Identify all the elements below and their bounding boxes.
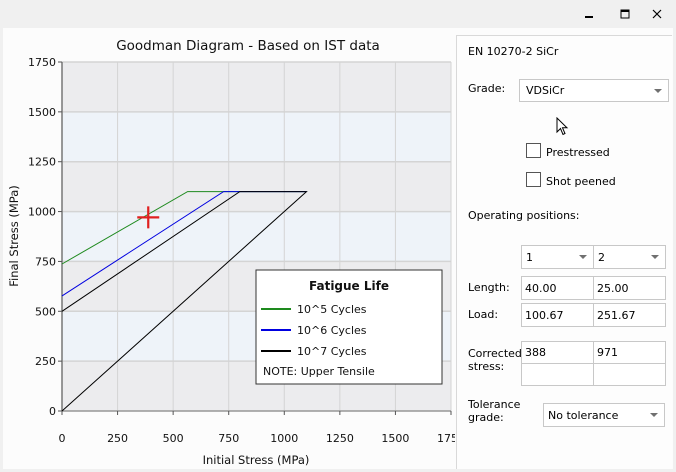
prestressed-checkbox[interactable] [526, 143, 541, 158]
y-tick-label: 250 [35, 355, 56, 368]
x-axis-label: Initial Stress (MPa) [203, 453, 310, 467]
load-label: Load: [468, 308, 499, 321]
x-tick-label: 1750 [437, 432, 455, 445]
y-tick-label: 1500 [28, 106, 56, 119]
position-2-dropdown[interactable]: 2 [593, 245, 666, 269]
corrected-stress-2: 971 [593, 341, 666, 364]
operating-positions-label: Operating positions: [468, 209, 580, 222]
plot-band [62, 161, 451, 212]
load-1-input[interactable]: 100.67 [521, 303, 594, 327]
tolerance-value: No tolerance [548, 408, 619, 422]
plot-band [62, 62, 451, 112]
shot-peened-checkbox[interactable] [526, 172, 541, 187]
x-tick-label: 0 [59, 432, 66, 445]
grade-dropdown[interactable]: VDSiCr [519, 79, 669, 102]
legend-title: Fatigue Life [309, 279, 389, 293]
main-content: 0 250 500 750 1000 1250 1500 1750 0 250 500 750 1000… [3, 28, 673, 469]
x-tick-label: 1000 [270, 432, 298, 445]
corrected-stress-2-row2 [593, 363, 666, 386]
legend-entry: 10^7 Cycles [297, 345, 367, 358]
x-tick-label: 500 [163, 432, 184, 445]
corrected-stress-label-line2: stress: [468, 360, 505, 373]
material-label: EN 10270-2 SiCr [468, 45, 559, 58]
legend-entry: 10^5 Cycles [297, 303, 367, 316]
x-tick-label: 1500 [381, 432, 409, 445]
y-tick-label: 0 [49, 405, 56, 418]
legend-entry: 10^6 Cycles [297, 324, 367, 337]
x-tick-label: 250 [107, 432, 128, 445]
close-button[interactable] [640, 0, 674, 28]
y-axis-label: Final Stress (MPa) [7, 185, 21, 287]
close-icon [652, 9, 662, 19]
minimize-icon [585, 16, 593, 18]
chevron-down-icon [579, 255, 587, 259]
corrected-stress-1-row2 [521, 363, 594, 386]
position-2-value: 2 [598, 250, 605, 264]
length-1-input[interactable]: 40.00 [521, 276, 594, 300]
y-tick-label: 500 [35, 305, 56, 318]
settings-panel: EN 10270-2 SiCr Grade: VDSiCr Prestresse… [456, 35, 672, 469]
x-tick-label: 1250 [326, 432, 354, 445]
title-bar [0, 0, 676, 28]
chart-canvas: 0 250 500 750 1000 1250 1500 1750 0 250 500 750 1000… [7, 38, 465, 467]
y-tick-label: 1250 [28, 156, 56, 169]
grade-label: Grade: [468, 82, 506, 95]
legend-note: NOTE: Upper Tensile [263, 365, 375, 378]
length-label: Length: [468, 281, 510, 294]
corrected-stress-1: 388 [521, 341, 594, 364]
tolerance-label-line2: grade: [468, 411, 504, 424]
tolerance-label-line1: Tolerance [468, 398, 521, 411]
load-2-input[interactable]: 251.67 [593, 303, 666, 327]
chevron-down-icon [651, 255, 659, 259]
position-1-dropdown[interactable]: 1 [521, 245, 594, 269]
maximize-button[interactable] [608, 0, 642, 28]
tolerance-grade-dropdown[interactable]: No tolerance [543, 403, 665, 427]
minimize-button[interactable] [572, 0, 606, 28]
chevron-down-icon [650, 413, 658, 417]
shot-peened-label: Shot peened [546, 175, 616, 188]
position-1-value: 1 [526, 250, 533, 264]
chevron-down-icon [654, 89, 662, 93]
prestressed-label: Prestressed [546, 146, 610, 159]
chart-title: Goodman Diagram - Based on IST data [116, 38, 380, 54]
legend-box [255, 269, 443, 385]
y-tick-label: 1000 [28, 206, 56, 219]
y-tick-label: 1750 [28, 56, 56, 69]
grade-value: VDSiCr [526, 84, 565, 97]
maximize-icon [620, 9, 630, 19]
goodman-chart: 0 250 500 750 1000 1250 1500 1750 0 250 500 750 1000… [3, 28, 465, 469]
corrected-stress-label-line1: Corrected [468, 347, 522, 360]
x-tick-label: 750 [218, 432, 239, 445]
plot-band [62, 111, 451, 162]
length-2-input[interactable]: 25.00 [593, 276, 666, 300]
y-tick-label: 750 [35, 255, 56, 268]
mouse-cursor-icon [556, 117, 569, 136]
series-line [61, 191, 308, 412]
